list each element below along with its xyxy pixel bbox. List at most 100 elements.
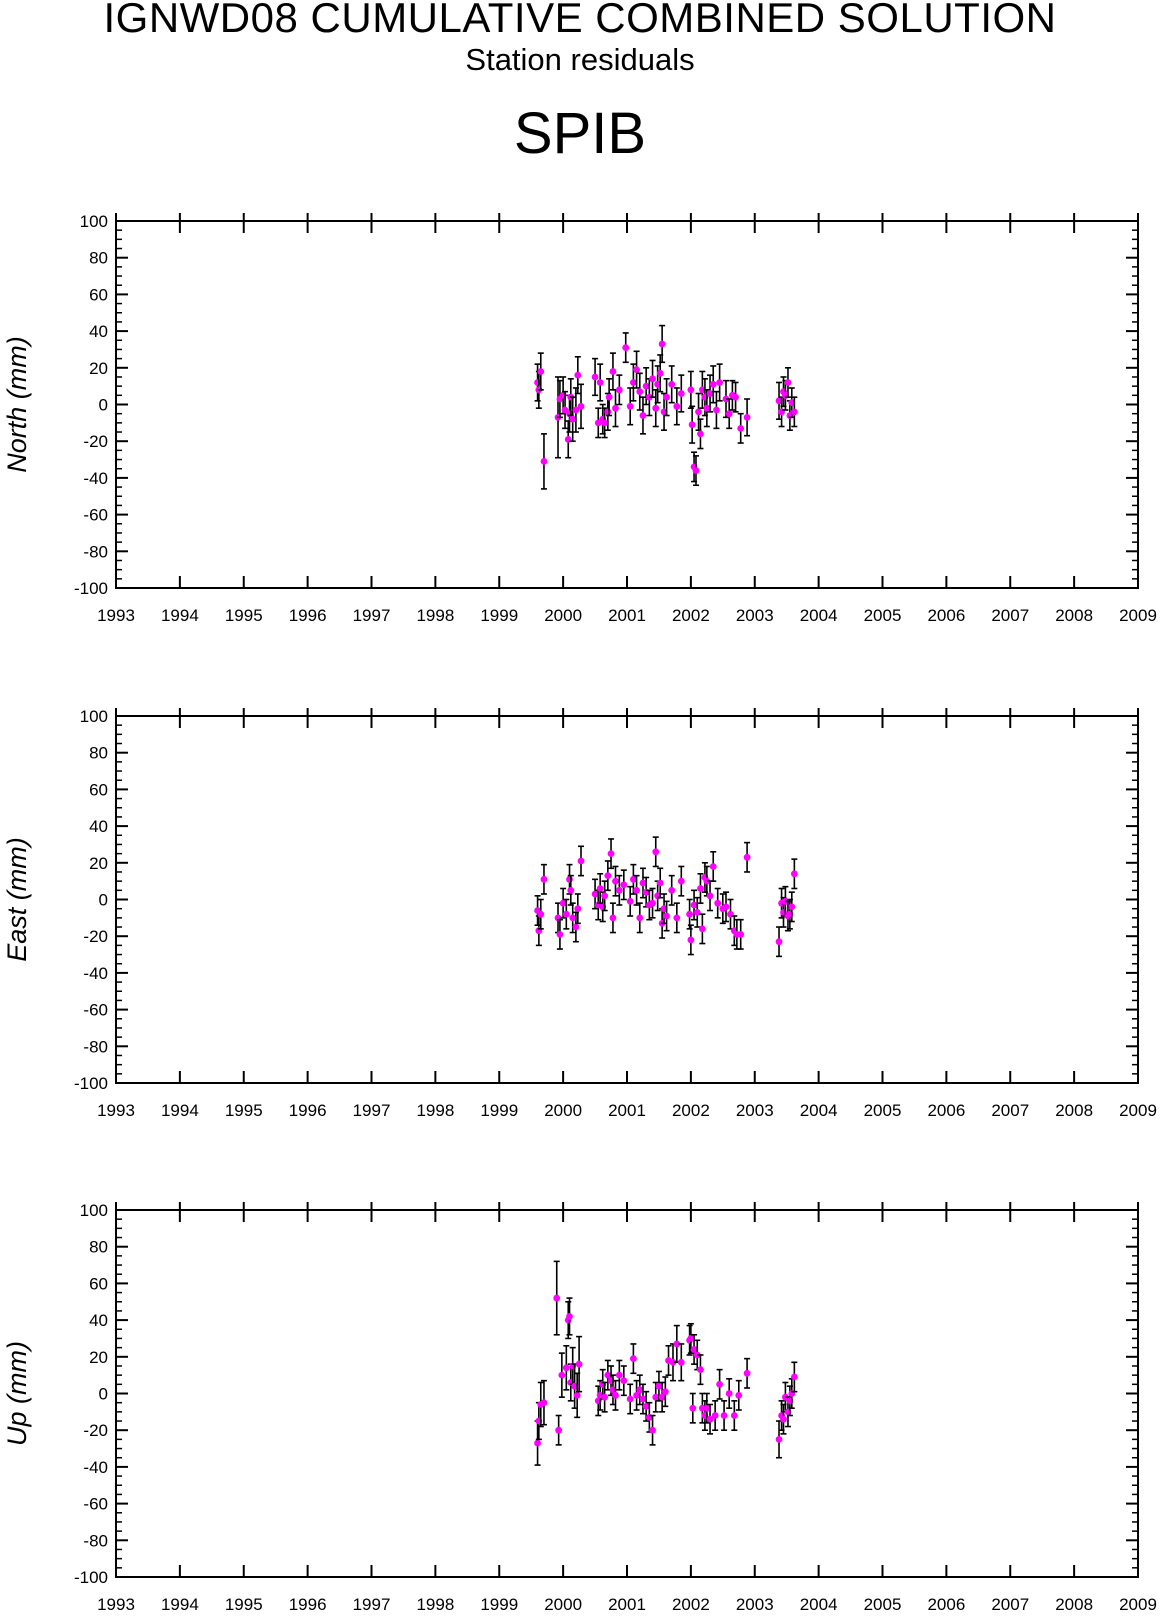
data-point: [629, 1355, 637, 1363]
x-tick-label: 2003: [736, 1101, 774, 1120]
data-point: [677, 390, 685, 397]
y-axis-label: North (mm): [2, 336, 32, 473]
data-point: [687, 936, 695, 944]
y-tick-label: 60: [89, 1274, 108, 1293]
data-point: [673, 1340, 681, 1348]
data-point: [737, 930, 745, 938]
x-tick-label: 2006: [927, 1595, 965, 1614]
data-point: [620, 881, 628, 889]
data-point: [567, 886, 575, 894]
y-tick-label: 0: [99, 396, 108, 415]
x-tick-label: 2006: [927, 1101, 965, 1120]
data-point: [604, 408, 612, 416]
data-point: [626, 897, 634, 905]
plot-frame: [115, 715, 1139, 1084]
data-point: [732, 393, 739, 401]
data-point: [604, 872, 612, 880]
data-point: [686, 910, 693, 918]
y-tick-label: -60: [83, 1001, 108, 1020]
x-tick-label: 2002: [672, 1101, 710, 1120]
data-point: [663, 393, 671, 401]
data-point: [652, 848, 660, 856]
x-tick-label: 2002: [672, 1595, 710, 1614]
data-point: [737, 424, 745, 432]
data-point: [612, 1391, 619, 1399]
x-tick-label: 1998: [416, 1101, 454, 1120]
x-tick-label: 1994: [161, 606, 199, 625]
y-tick-label: 0: [99, 891, 108, 910]
y-tick-label: 100: [80, 1201, 108, 1220]
data-point: [561, 406, 569, 414]
data-point: [566, 1313, 573, 1320]
station-name: SPIB: [513, 101, 647, 166]
data-point: [633, 1391, 640, 1399]
data-point: [555, 1426, 563, 1434]
data-point: [572, 406, 580, 414]
data-point: [698, 386, 706, 394]
data-point: [591, 373, 599, 381]
data-point: [629, 379, 637, 386]
data-point: [594, 419, 602, 427]
y-tick-label: 60: [89, 285, 108, 304]
x-tick-label: 1995: [225, 1101, 263, 1120]
data-point: [574, 905, 582, 913]
data-point: [775, 1435, 783, 1443]
data-point: [537, 368, 545, 375]
y-tick-label: -80: [83, 542, 108, 561]
x-tick-label: 1993: [97, 606, 135, 625]
x-tick-label: 2001: [608, 606, 646, 625]
data-point: [558, 1371, 566, 1379]
x-tick-label: 1993: [97, 1101, 135, 1120]
data-point: [716, 379, 724, 386]
y-tick-label: 80: [89, 1238, 108, 1257]
data-point: [566, 875, 573, 883]
data-point: [788, 399, 796, 407]
data-point: [556, 930, 564, 938]
data-point: [677, 1358, 685, 1366]
data-point: [780, 1415, 787, 1423]
data-point: [669, 1358, 677, 1366]
data-point: [633, 886, 640, 894]
y-tick-label: -80: [83, 1037, 108, 1056]
y-tick-label: 80: [89, 744, 108, 763]
data-point: [703, 404, 711, 412]
y-tick-label: -100: [74, 579, 108, 598]
data-point: [687, 1335, 695, 1342]
data-point: [689, 1404, 697, 1412]
x-tick-label: 2002: [672, 606, 710, 625]
data-point: [673, 402, 681, 410]
data-point: [714, 899, 722, 907]
data-point: [609, 368, 617, 375]
y-tick-label: 40: [89, 817, 108, 836]
data-point: [730, 1412, 738, 1419]
data-point: [553, 1294, 561, 1302]
data-point: [660, 408, 668, 416]
data-point: [615, 886, 623, 894]
x-tick-label: 2005: [864, 1595, 902, 1614]
x-tick-label: 1997: [353, 1101, 391, 1120]
data-point: [636, 914, 644, 922]
y-tick-label: 20: [89, 1348, 108, 1367]
y-tick-label: -100: [74, 1568, 108, 1587]
data-point: [642, 382, 650, 390]
data-point: [574, 371, 582, 379]
data-point: [601, 1393, 609, 1401]
x-tick-label: 1999: [480, 1595, 518, 1614]
data-point: [577, 402, 585, 410]
data-point: [575, 1360, 583, 1368]
x-tick-label: 1996: [289, 606, 327, 625]
data-point: [572, 923, 580, 931]
y-tick-label: 100: [80, 212, 108, 231]
x-tick-label: 2007: [991, 1101, 1029, 1120]
data-point: [612, 404, 619, 412]
data-point: [697, 885, 704, 892]
data-point: [693, 908, 701, 916]
data-point: [722, 395, 730, 403]
x-tick-label: 2009: [1119, 1595, 1157, 1614]
y-tick-label: 80: [89, 249, 108, 268]
data-point: [725, 1390, 733, 1397]
x-tick-label: 1996: [289, 1101, 327, 1120]
data-point: [706, 1415, 714, 1423]
data-point: [534, 379, 541, 386]
data-point: [591, 890, 599, 898]
